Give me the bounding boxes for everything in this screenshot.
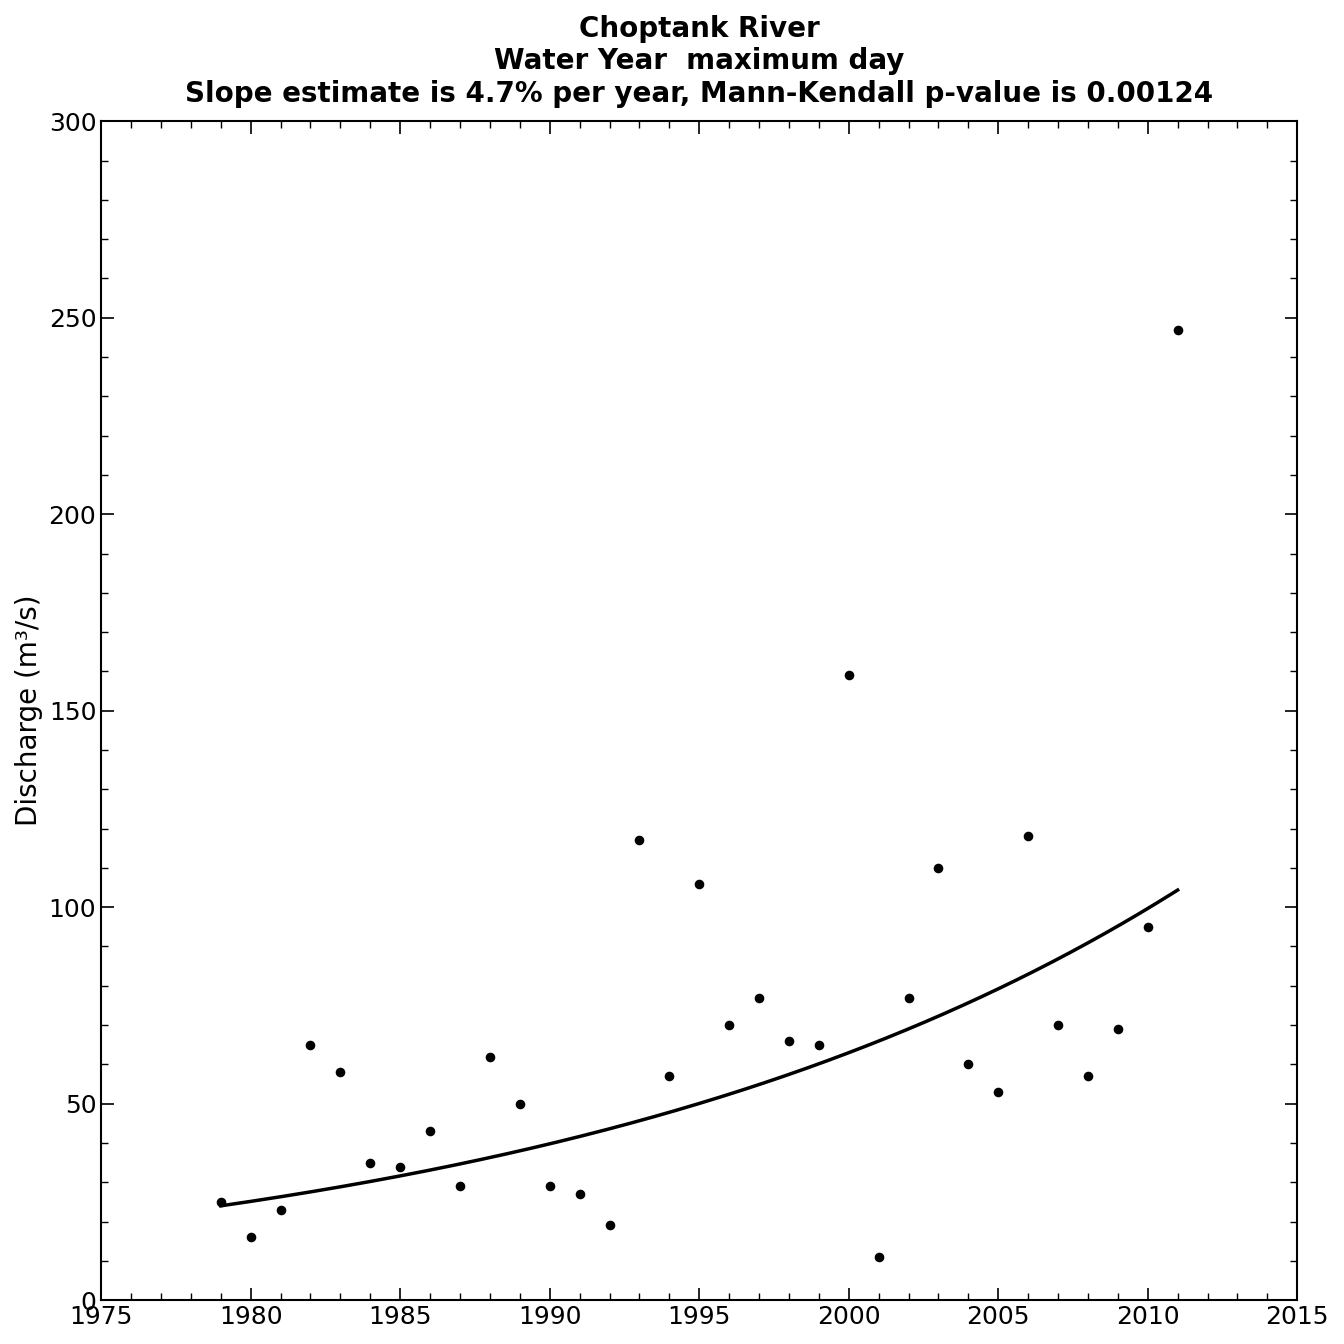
Point: [1137, 917, 1159, 938]
Point: [598, 1215, 620, 1236]
Point: [749, 986, 770, 1008]
Point: [837, 664, 859, 685]
Point: [300, 1034, 321, 1055]
Point: [480, 1046, 501, 1067]
Point: [509, 1093, 531, 1114]
Point: [1167, 319, 1188, 340]
Point: [1017, 825, 1039, 847]
Point: [449, 1176, 470, 1198]
Point: [957, 1054, 978, 1075]
Point: [390, 1156, 411, 1177]
Point: [270, 1199, 292, 1220]
Point: [927, 857, 949, 879]
Point: [329, 1062, 351, 1083]
Point: [868, 1246, 890, 1267]
Point: [1077, 1066, 1098, 1087]
Point: [1107, 1019, 1129, 1040]
Point: [539, 1176, 560, 1198]
Point: [210, 1191, 231, 1212]
Point: [241, 1227, 262, 1249]
Point: [1047, 1015, 1068, 1036]
Point: [659, 1066, 680, 1087]
Point: [898, 986, 919, 1008]
Y-axis label: Discharge (m³/s): Discharge (m³/s): [15, 595, 43, 827]
Point: [778, 1030, 800, 1051]
Point: [988, 1081, 1009, 1102]
Point: [688, 872, 710, 894]
Point: [419, 1121, 441, 1142]
Point: [718, 1015, 739, 1036]
Point: [808, 1034, 829, 1055]
Title: Choptank River
Water Year  maximum day
Slope estimate is 4.7% per year, Mann-Ken: Choptank River Water Year maximum day Sl…: [185, 15, 1214, 108]
Point: [629, 829, 650, 851]
Point: [569, 1183, 590, 1204]
Point: [360, 1152, 382, 1173]
